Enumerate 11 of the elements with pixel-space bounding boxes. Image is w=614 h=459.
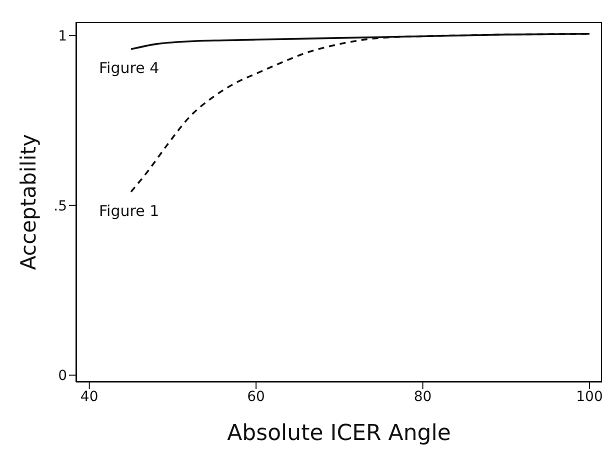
series-label: Figure 4 — [99, 59, 160, 78]
x-tick-label: 80 — [414, 388, 432, 405]
y-tick-label: 1 — [58, 28, 67, 45]
y-axis-title: Acceptability — [16, 134, 40, 270]
x-tick-label: 60 — [247, 388, 265, 405]
x-tick-label: 40 — [80, 388, 98, 405]
x-axis-title: Absolute ICER Angle — [227, 421, 451, 446]
y-tick-label: 0 — [58, 368, 67, 384]
x-tick-label: 100 — [576, 388, 603, 405]
series-label: Figure 1 — [99, 202, 160, 220]
y-tick-label: .5 — [54, 198, 67, 214]
